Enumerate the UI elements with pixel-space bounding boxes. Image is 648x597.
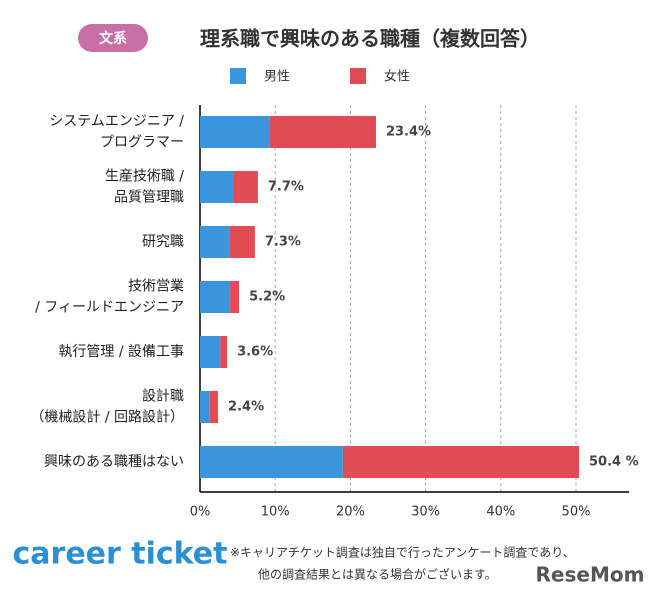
bar-segment	[230, 281, 240, 313]
y-tick-label: プログラマー	[100, 135, 184, 151]
bar-segment	[342, 446, 580, 478]
footnote: ※キャリアチケット調査は独自で行ったアンケート調査であり、	[230, 546, 575, 560]
bar-segment	[269, 116, 376, 148]
x-tick-label: 40%	[486, 505, 515, 520]
x-tick-label: 20%	[336, 505, 365, 520]
watermark: ReseMom	[536, 563, 645, 587]
y-tick-label: （機械設計 / 回路設計）	[30, 410, 184, 426]
value-label: 23.4%	[386, 125, 431, 140]
y-tick-label: 生産技術職 /	[105, 169, 184, 185]
bar-segment	[200, 446, 343, 478]
x-tick-label: 30%	[411, 505, 440, 520]
value-label: 2.4%	[228, 400, 264, 415]
y-tick-label: 執行管理 / 設備工事	[58, 344, 184, 360]
footnote: 他の調査結果とは異なる場合がございます。	[258, 567, 497, 582]
badge: 文系	[99, 30, 127, 47]
badge-bg	[78, 24, 148, 52]
legend-swatch	[230, 68, 246, 84]
y-tick-label: / フィールドエンジニア	[35, 300, 184, 316]
bar-segment	[200, 171, 234, 203]
y-tick-label: システムエンジニア /	[49, 114, 184, 130]
bar-segment	[200, 116, 270, 148]
bar-segment	[200, 336, 221, 368]
x-tick-label: 50%	[562, 505, 591, 520]
x-tick-label: 0%	[190, 505, 211, 520]
value-label: 7.3%	[265, 235, 301, 250]
legend-label: 男性	[264, 70, 290, 85]
bar-segment	[200, 391, 210, 423]
chart-title: 理系職で興味のある職種（複数回答）	[200, 27, 540, 51]
bar-segment	[209, 391, 219, 423]
bar-segment	[229, 226, 255, 258]
value-label: 3.6%	[237, 345, 273, 360]
bar-segment	[200, 281, 231, 313]
bar-segment	[220, 336, 228, 368]
logo: career ticket	[13, 537, 228, 572]
legend-swatch	[350, 68, 366, 84]
bar-segment	[233, 171, 258, 203]
bar-segment	[200, 226, 230, 258]
value-label: 7.7%	[268, 180, 304, 195]
y-tick-label: 研究職	[142, 234, 184, 250]
value-label: 5.2%	[249, 290, 285, 305]
legend-label: 女性	[384, 69, 410, 85]
value-label: 50.4 %	[589, 455, 639, 470]
y-tick-label: 技術営業	[128, 279, 184, 295]
y-tick-label: 設計職	[142, 389, 184, 405]
y-tick-label: 興味のある職種はない	[44, 454, 184, 470]
x-tick-label: 10%	[261, 505, 290, 520]
y-tick-label: 品質管理職	[114, 190, 184, 206]
